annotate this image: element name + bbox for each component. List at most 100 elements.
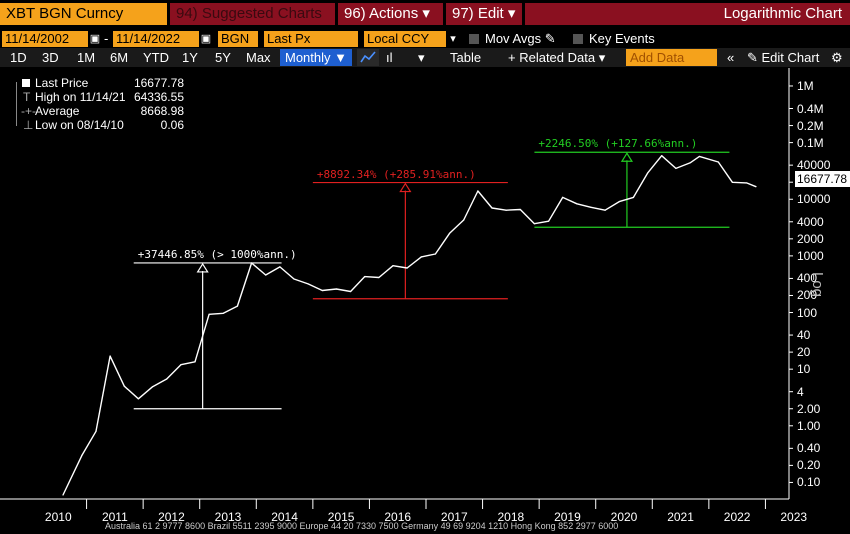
- table-button[interactable]: Table: [450, 50, 482, 65]
- x-tick-label: 2011: [101, 510, 128, 524]
- annotation-label: +2246.50% (+127.66%ann.): [538, 137, 698, 151]
- period-ytd[interactable]: YTD: [143, 50, 169, 65]
- y-tick-label: 10: [797, 362, 811, 377]
- price-point: [745, 182, 748, 184]
- key-events-toggle[interactable]: Key Events: [570, 31, 658, 47]
- price-point: [618, 200, 620, 203]
- price-point: [698, 155, 701, 158]
- high-marker-icon: T: [23, 90, 31, 104]
- period-3d[interactable]: 3D: [42, 50, 59, 65]
- price-point: [222, 312, 224, 314]
- annotation-arrow-icon: [196, 262, 209, 273]
- annotation-arrow-icon: [620, 152, 634, 162]
- checkbox-icon[interactable]: [573, 34, 583, 44]
- price-point: [547, 220, 550, 222]
- line-chart-icon[interactable]: [357, 49, 379, 66]
- chevron-down-icon[interactable]: ▾: [418, 50, 425, 65]
- legend-low-label: Low on 08/14/10: [35, 118, 124, 132]
- ticker-field[interactable]: XBT BGN Curncy: [0, 3, 167, 25]
- price-point: [95, 430, 97, 432]
- x-tick-label: 2022: [723, 510, 751, 524]
- price-point: [576, 203, 578, 205]
- calendar-icon[interactable]: ▣: [89, 33, 101, 45]
- price-point: [562, 196, 564, 198]
- price-point: [321, 289, 323, 292]
- x-tick-label: 2010: [44, 510, 72, 524]
- price-point: [378, 276, 380, 279]
- mov-avgs-label: Mov Avgs: [485, 31, 542, 46]
- y-tick-label: 400: [797, 271, 818, 286]
- price-point: [250, 262, 253, 264]
- price-point: [533, 223, 536, 225]
- x-tick-label: 2013: [214, 510, 242, 524]
- legend-low-value: 0.06: [160, 118, 184, 132]
- price-point: [293, 278, 295, 280]
- price-point: [151, 386, 154, 388]
- last-price-swatch-icon: [22, 79, 30, 87]
- price-point: [590, 206, 592, 208]
- y-tick-label: 0.2M: [797, 118, 824, 133]
- x-tick-label: 2021: [667, 510, 694, 524]
- period-6m[interactable]: 6M: [110, 50, 129, 65]
- currency-select[interactable]: Local CCY: [364, 31, 446, 47]
- low-marker-icon: ⊥: [23, 118, 34, 132]
- field-select[interactable]: Last Px: [264, 31, 358, 47]
- period-1y[interactable]: 1Y: [182, 50, 198, 65]
- price-point: [689, 162, 691, 164]
- price-point: [675, 167, 677, 170]
- checkbox-icon[interactable]: [469, 34, 479, 44]
- x-tick-label: 2017: [440, 510, 468, 524]
- end-date-input[interactable]: 11/14/2022: [113, 31, 199, 47]
- suggested-charts-button[interactable]: 94) Suggested Charts: [170, 3, 335, 25]
- y-tick-label: 0.20: [797, 458, 821, 473]
- frequency-select[interactable]: Monthly ▼: [280, 49, 352, 66]
- price-point: [646, 172, 649, 174]
- period-1d[interactable]: 1D: [10, 50, 27, 65]
- gear-icon[interactable]: ⚙: [831, 50, 843, 65]
- average-marker-icon: -+-: [21, 104, 36, 118]
- period-1m[interactable]: 1M: [77, 50, 96, 65]
- price-point: [406, 267, 408, 269]
- price-point: [307, 283, 309, 285]
- period-5y[interactable]: 5Y: [215, 50, 231, 65]
- chart-kind-label: Logarithmic Chart: [525, 3, 850, 25]
- edit-menu[interactable]: 97) Edit ▾: [446, 3, 522, 25]
- source-field[interactable]: BGN: [218, 31, 258, 47]
- y-tick-label: 40: [797, 328, 811, 343]
- related-data-button[interactable]: + Related Data ▾: [508, 50, 606, 65]
- price-point: [335, 288, 338, 290]
- y-tick-label: 40000: [797, 158, 831, 173]
- legend: Last Price 16677.78 T High on 11/14/21 6…: [0, 76, 200, 136]
- y-tick-label: 0.10: [797, 475, 821, 490]
- mov-avgs-toggle[interactable]: Mov Avgs ✎: [466, 31, 559, 47]
- price-point: [755, 186, 757, 188]
- price-point: [717, 161, 719, 163]
- pencil-icon[interactable]: ✎: [544, 31, 556, 46]
- start-date-input[interactable]: 11/14/2002: [2, 31, 88, 47]
- price-point: [463, 219, 465, 221]
- y-tick-label: 1000: [797, 248, 824, 263]
- collapse-icon[interactable]: «: [727, 50, 735, 65]
- price-point: [208, 313, 210, 315]
- legend-average-value: 8668.98: [140, 104, 184, 118]
- bar-type-icon[interactable]: ıl: [386, 50, 393, 65]
- dropdown-icon[interactable]: ▾: [450, 33, 456, 45]
- y-tick-label: 0.1M: [797, 135, 824, 150]
- period-max[interactable]: Max: [246, 50, 271, 65]
- annotation-label: +37446.85% (> 1000%ann.): [137, 247, 297, 261]
- x-tick-label: 2016: [384, 510, 412, 524]
- title-bar: XBT BGN Curncy 94) Suggested Charts 96) …: [0, 0, 850, 27]
- add-data-input[interactable]: Add Data: [626, 49, 717, 66]
- calendar-icon[interactable]: ▣: [200, 33, 212, 45]
- y-tick-label: 1M: [797, 78, 814, 93]
- x-tick-label: 2018: [497, 510, 525, 524]
- actions-menu[interactable]: 96) Actions ▾: [338, 3, 443, 25]
- price-point: [519, 208, 521, 211]
- price-point: [265, 274, 267, 276]
- x-tick-label: 2023: [780, 510, 808, 524]
- edit-chart-button[interactable]: ✎ Edit Chart: [747, 50, 820, 65]
- y-tick-label: 100: [797, 305, 818, 320]
- price-point: [349, 290, 352, 293]
- x-tick-label: 2020: [610, 510, 638, 524]
- key-events-label: Key Events: [589, 31, 655, 46]
